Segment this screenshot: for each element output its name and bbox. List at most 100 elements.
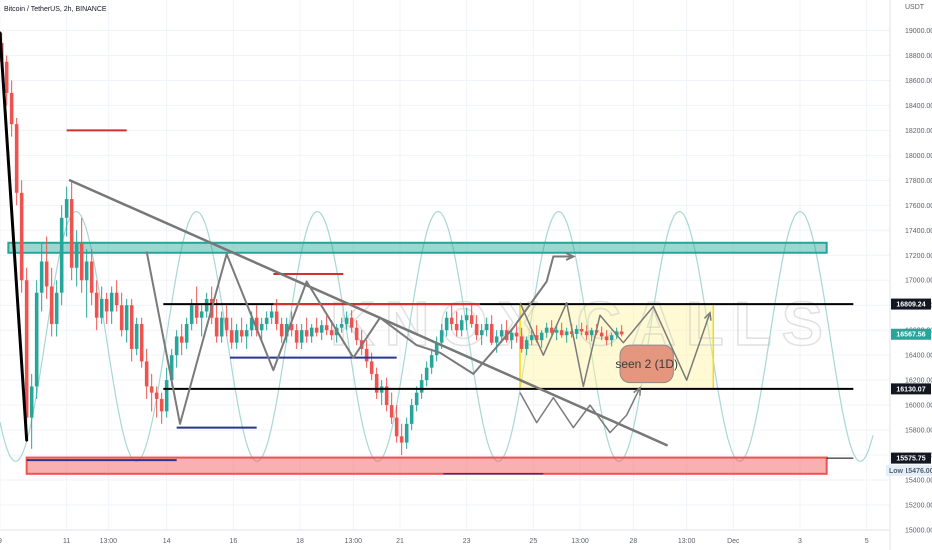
zone-resistance — [7, 241, 828, 254]
candle-body — [409, 405, 414, 424]
annotation-box[interactable]: seen 2 (1D) — [615, 344, 678, 384]
candle-body — [244, 330, 249, 337]
time-tick-label: 9 — [0, 538, 2, 545]
candle-body — [134, 323, 139, 349]
time-tick-label: 18 — [296, 538, 304, 545]
price-tick-label: 18200.00 — [905, 128, 932, 135]
price-tick-label: 19000.00 — [905, 28, 932, 35]
price-tick-label: 16200.00 — [905, 378, 932, 385]
candle-body — [169, 355, 174, 381]
candle-body — [349, 317, 354, 328]
candle-body — [184, 323, 189, 343]
projection-paths[interactable] — [145, 251, 712, 434]
candle-body — [329, 330, 334, 336]
candle-body — [619, 331, 624, 335]
time-tick-label: 28 — [629, 538, 637, 545]
price-badge — [891, 383, 931, 395]
price-tick-label: 18800.00 — [905, 53, 932, 60]
trend-line — [68, 179, 668, 447]
candle-body — [489, 323, 494, 343]
level-lines[interactable] — [26, 129, 854, 475]
candle-body — [319, 325, 324, 333]
price-tick-label: 18400.00 — [905, 103, 932, 110]
price-tick-label: 15400.00 — [905, 478, 932, 485]
annotation-rect[interactable] — [619, 344, 674, 384]
candle-body — [369, 361, 374, 374]
candle-body — [124, 305, 129, 331]
price-tick-label: 15200.00 — [905, 503, 932, 510]
candle-body — [304, 330, 309, 337]
candle-body — [354, 327, 359, 341]
candle-body — [89, 261, 94, 293]
time-tick-label: 14 — [163, 538, 171, 545]
candle-body — [214, 317, 219, 337]
candle-body — [279, 323, 284, 337]
candle-body — [339, 323, 344, 328]
time-tick-label: 5 — [865, 538, 869, 545]
price-badge-label: 16130.07 — [896, 386, 925, 393]
candle-body — [454, 323, 459, 331]
time-tick-label: 23 — [463, 538, 471, 545]
candle-body — [434, 342, 439, 356]
time-tick-label: 3 — [798, 538, 802, 545]
candle-body — [84, 261, 89, 281]
candle-body — [554, 330, 559, 333]
candle-body — [564, 331, 569, 336]
candle-body — [174, 336, 179, 356]
candle-body — [99, 298, 104, 318]
time-axis[interactable]: 9 11 13:00 14 16 18 13:00 21 23 25 13:00 28 13:00 Dec… — [0, 538, 869, 545]
candle-body — [569, 331, 574, 334]
candle-body — [29, 386, 34, 418]
candle-body — [44, 261, 49, 287]
candle-body — [519, 336, 524, 349]
zone-support — [25, 456, 828, 475]
candle-body — [499, 330, 504, 337]
projection-path — [145, 251, 574, 425]
chart-symbol-title: Bitcoin / TetherUS, 2h, BINANCE — [4, 6, 107, 13]
candle-body — [239, 330, 244, 337]
candle-body — [149, 386, 154, 393]
price-tick-label: 17000.00 — [905, 278, 932, 285]
candle-body — [459, 320, 464, 331]
candle-body — [424, 367, 429, 381]
candle-body — [534, 335, 539, 341]
candle-body — [584, 331, 589, 336]
time-tick-label: 21 — [396, 538, 404, 545]
candle-body — [264, 317, 269, 324]
candle-body — [54, 292, 59, 324]
candle-body — [289, 323, 294, 331]
candle-body — [439, 330, 444, 343]
zones — [7, 241, 828, 475]
candle-body — [314, 327, 319, 333]
trend-lines[interactable] — [0, 31, 668, 447]
low-badge — [886, 465, 906, 477]
candle-body — [309, 327, 314, 337]
candle-body — [274, 311, 279, 324]
price-badge-label: 16567.56 — [896, 332, 925, 339]
price-badge — [891, 298, 931, 310]
candle-body — [514, 332, 519, 337]
candle-body — [39, 261, 44, 293]
candle-body — [399, 436, 404, 443]
candle-body — [199, 311, 204, 318]
price-badge-label: 15476.00 — [904, 468, 932, 475]
candle-body — [59, 217, 64, 293]
time-tick-label: 13:00 — [345, 538, 363, 545]
candle-body — [269, 311, 274, 318]
candle-body — [24, 280, 29, 418]
candle-body — [139, 323, 144, 362]
price-tick-label: 15000.00 — [905, 528, 932, 535]
candle-body — [404, 423, 409, 443]
candle-body — [299, 330, 304, 343]
grid — [0, 0, 890, 531]
price-tick-label: 17800.00 — [905, 178, 932, 185]
candle-body — [254, 317, 259, 331]
candle-body — [234, 330, 239, 343]
candle-body — [104, 298, 109, 312]
price-badge — [891, 452, 931, 464]
price-tick-label: 16000.00 — [905, 403, 932, 410]
candle-body — [574, 328, 579, 334]
candle-body — [69, 199, 74, 268]
price-tick-label: 17200.00 — [905, 253, 932, 260]
